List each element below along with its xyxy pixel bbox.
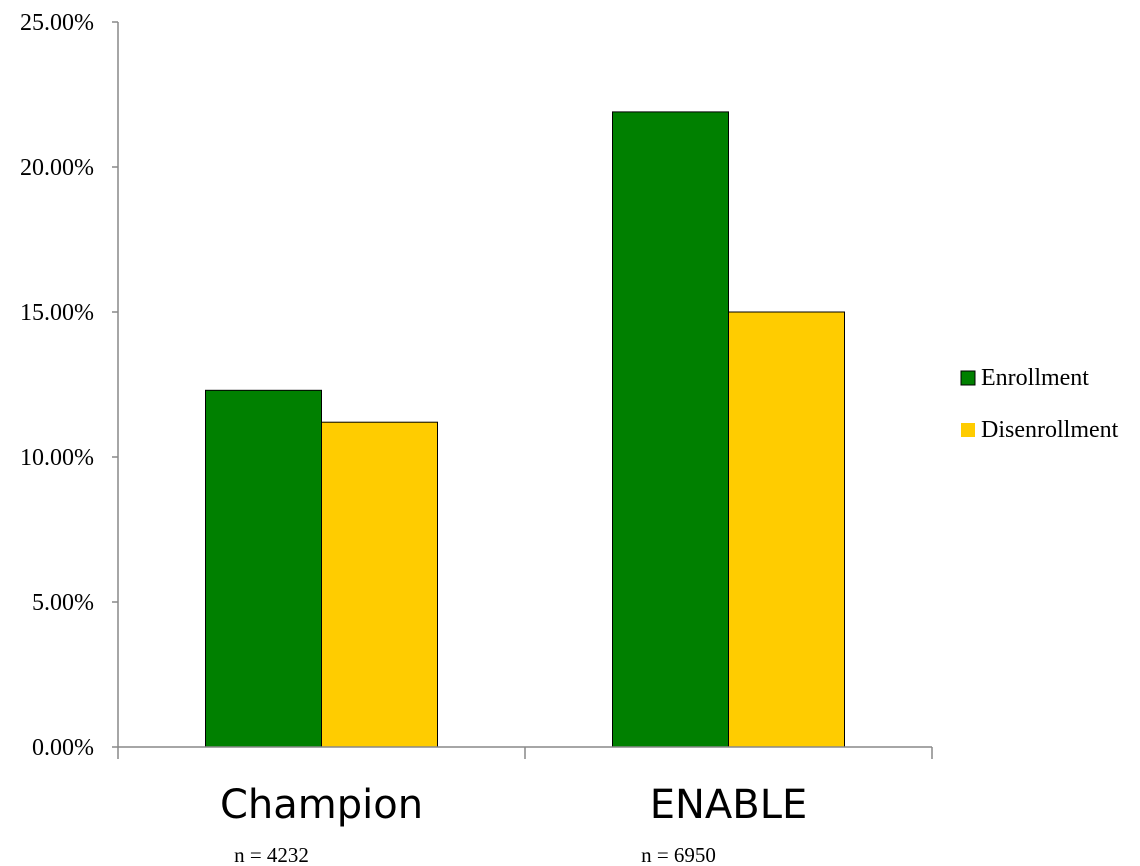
y-axis-ticks: 0.00% 5.00% 10.00% 15.00% 20.00% 25.00% [20,10,118,761]
x-sample-size-label: n = 6950 [641,843,716,866]
y-tick-label: 25.00% [20,10,94,36]
y-tick-label: 0.00% [32,735,94,761]
y-tick-label: 20.00% [20,155,94,181]
y-tick-label: 5.00% [32,590,94,616]
x-category-label: ENABLE [650,782,808,828]
bar-enrollment-champion [205,389,322,748]
y-tick-label: 15.00% [20,300,94,326]
bar-enrollment-enable [612,111,729,748]
legend-label-disenrollment: Disenrollment [981,417,1119,443]
axes [117,22,933,759]
bar-disenrollment-champion [321,421,438,748]
y-tick-label: 10.00% [20,445,94,471]
legend-swatch-enrollment [960,370,976,386]
legend: Enrollment Disenrollment [960,365,1119,443]
x-category-label: Champion [220,782,423,828]
x-sample-size-label: n = 4232 [234,843,309,866]
bars [205,111,845,748]
bar-disenrollment-enable [728,311,845,748]
legend-label-enrollment: Enrollment [981,365,1089,391]
x-axis-labels: Champion n = 4232 ENABLE n = 6950 [220,782,807,866]
legend-swatch-disenrollment [961,423,975,437]
